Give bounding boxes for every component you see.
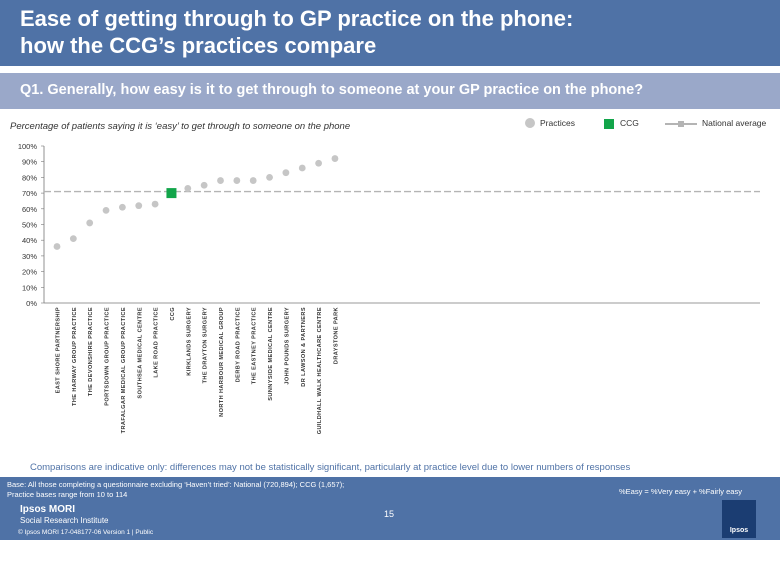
category-label: KIRKLANDS SURGERY xyxy=(186,307,192,376)
category-label: DERBY ROAD PRACTICE xyxy=(235,307,241,382)
legend-ccg-label: CCG xyxy=(620,118,639,128)
y-tick-label: 100% xyxy=(18,142,38,151)
practice-point xyxy=(86,219,94,227)
category-label: SUNNYSIDE MEDICAL CENTRE xyxy=(268,307,274,401)
legend-ccg-marker xyxy=(604,119,614,129)
category-label: PORTSDOWN GROUP PRACTICE xyxy=(105,307,111,406)
page-number: 15 xyxy=(384,509,395,519)
practice-point xyxy=(233,177,241,184)
practice-point xyxy=(331,155,339,162)
page-title-line-1: Ease of getting through to GP practice o… xyxy=(20,6,574,31)
chart-subtitle: Percentage of patients saying it is ‘eas… xyxy=(10,121,351,132)
category-label: THE HARWAY GROUP PRACTICE xyxy=(72,307,78,406)
y-tick-label: 40% xyxy=(22,236,37,245)
practice-point xyxy=(200,181,208,189)
ipsos-logo: Ipsos xyxy=(722,500,756,538)
practice-point xyxy=(69,235,77,243)
base-line-1: Base: All those completing a questionnai… xyxy=(7,480,345,489)
ccg-marker xyxy=(166,188,177,199)
y-tick-label: 20% xyxy=(22,268,37,277)
practice-point xyxy=(53,243,61,250)
base-line-2: Practice bases range from 10 to 114 xyxy=(7,490,128,499)
category-label: EAST SHORE PARTNERSHIP xyxy=(56,307,62,393)
practice-point xyxy=(119,203,126,211)
category-label: TRAFALGAR MEDICAL GROUP PRACTICE xyxy=(121,307,127,433)
y-tick-label: 70% xyxy=(22,189,37,198)
practice-comparison-chart: 100% 90% 80% 70% 60% 50% 40% 30% 20% 10% 0% EAST SH… xyxy=(18,142,760,434)
easy-definition: %Easy = %Very easy + %Fairly easy xyxy=(619,487,742,496)
practice-point xyxy=(217,177,224,184)
comparison-note: Comparisons are indicative only: differe… xyxy=(30,462,631,473)
y-tick-label: 50% xyxy=(22,221,37,230)
category-label: GUILDHALL WALK HEALTHCARE CENTRE xyxy=(317,307,323,434)
legend-national-label: National average xyxy=(702,118,767,128)
practice-point xyxy=(184,184,192,192)
category-label: SOUTHSEA MEDICAL CENTRE xyxy=(137,307,143,399)
category-label: THE DEVONSHIRE PRACTICE xyxy=(88,307,94,396)
category-label: DR LAWSON & PARTNERS xyxy=(301,307,307,387)
category-label: THE DRAYTON SURGERY xyxy=(203,307,209,383)
org-name: Ipsos MORI xyxy=(20,504,76,515)
question-text: Q1. Generally, how easy is it to get thr… xyxy=(20,82,644,98)
org-subname: Social Research Institute xyxy=(20,516,109,525)
practice-point xyxy=(135,202,143,210)
copyright-text: © Ipsos MORI 17-048177-06 Version 1 | Pu… xyxy=(18,529,154,536)
practice-point xyxy=(102,206,110,214)
practice-point xyxy=(315,159,322,167)
practice-point xyxy=(282,169,290,177)
category-label: NORTH HARBOUR MEDICAL GROUP xyxy=(219,307,225,417)
question-bar: Q1. Generally, how easy is it to get thr… xyxy=(0,73,780,109)
practice-point xyxy=(151,200,159,208)
y-tick-label: 90% xyxy=(22,158,37,167)
legend-practices-label: Practices xyxy=(540,118,575,128)
category-label: JOHN POUNDS SURGERY xyxy=(284,307,290,385)
y-tick-label: 10% xyxy=(22,283,37,292)
practice-point xyxy=(298,164,306,172)
category-label: CCG xyxy=(170,307,176,321)
y-tick-label: 30% xyxy=(22,252,37,261)
base-text: Base: All those completing a questionnai… xyxy=(7,480,344,500)
legend-national-marker xyxy=(665,121,697,127)
legend-practices-marker xyxy=(525,118,535,128)
page-title: Ease of getting through to GP practice o… xyxy=(20,5,720,59)
practice-point xyxy=(266,174,273,181)
category-label: THE EASTNEY PRACTICE xyxy=(252,307,258,384)
y-tick-label: 0% xyxy=(26,299,37,308)
footer: Base: All those completing a questionnai… xyxy=(0,477,780,540)
category-label: DRAYSTONE PARK xyxy=(333,307,339,364)
header-banner: Ease of getting through to GP practice o… xyxy=(0,0,780,66)
y-tick-label: 80% xyxy=(22,173,37,182)
category-label: LAKE ROAD PRACTICE xyxy=(154,307,160,378)
y-tick-label: 60% xyxy=(22,205,37,214)
page-title-line-2: how the CCG’s practices compare xyxy=(20,33,377,58)
practice-point xyxy=(249,177,257,184)
